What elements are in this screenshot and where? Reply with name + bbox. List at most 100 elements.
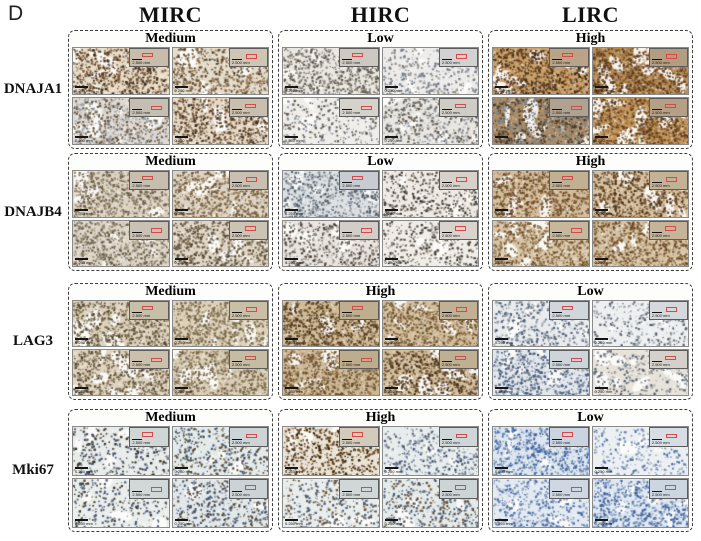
tile-scale-bar xyxy=(174,519,188,521)
tile-scale-label: 0.250 mm xyxy=(285,210,303,216)
inset-scale-label: 2.500 mm xyxy=(231,60,250,66)
tile-scale-bar xyxy=(285,258,298,260)
tile-scale-bar xyxy=(174,86,188,88)
overview-inset: 2.500 mm xyxy=(438,171,478,191)
inset-scale-bar xyxy=(552,182,563,184)
ihc-micrograph-tile: 2.500 mm 0.250 mm xyxy=(381,478,479,528)
ihc-micrograph-tile: 2.500 mm 0.250 mm xyxy=(381,219,479,267)
ihc-micrograph-tile: 2.500 mm 0.250 mm xyxy=(72,219,170,267)
roi-marker xyxy=(351,431,363,437)
panel-cell-mki67-mirc: Medium 2.500 mm 0.250 mm 2.500 mm 0.250 mm 2… xyxy=(68,409,273,532)
roi-marker xyxy=(455,177,467,182)
roi-marker xyxy=(245,54,257,59)
ihc-micrograph-tile: 2.500 mm 0.250 mm xyxy=(282,300,380,347)
inset-scale-label: 2.500 mm xyxy=(651,312,670,318)
overview-inset: 2.500 mm xyxy=(129,301,169,320)
tile-scale-bar xyxy=(75,338,88,340)
tile-scale-label: 0.250 mm xyxy=(594,469,613,474)
inset-scale-label: 2.500 mm xyxy=(132,60,151,66)
panel-cell-dnajb4-hirc: Low 2.500 mm 0.250 mm 2.500 mm 0.250 mm 2.50… xyxy=(278,153,483,271)
ihc-micrograph-tile: 2.500 mm 0.250 mm xyxy=(591,478,689,528)
tile-scale-bar xyxy=(75,86,88,88)
expression-level-label: High xyxy=(575,31,606,46)
ihc-image-grid: 2.500 mm 0.250 mm 2.500 mm 0.250 mm 2.500 mm… xyxy=(492,170,689,267)
tile-scale-bar xyxy=(75,387,88,389)
inset-scale-label: 2.500 mm xyxy=(342,361,361,367)
panel-label: D xyxy=(8,2,24,25)
tile-scale-label: 0.250 mm xyxy=(594,88,613,93)
ihc-micrograph-tile: 2.500 mm 0.250 mm xyxy=(591,300,689,347)
panel-cell-dnajb4-lirc: High 2.500 mm 0.250 mm 2.500 mm 0.250 mm 2.5… xyxy=(488,153,693,271)
inset-scale-label: 2.500 mm xyxy=(342,232,361,238)
roi-marker xyxy=(455,355,467,360)
tile-scale-label: 0.250 mm xyxy=(75,469,93,474)
inset-scale-bar xyxy=(441,59,452,61)
inset-scale-label: 2.500 mm xyxy=(552,492,571,498)
ihc-micrograph-tile: 2.500 mm 0.250 mm xyxy=(492,170,590,218)
ihc-micrograph-tile: 2.500 mm 0.250 mm xyxy=(72,97,170,145)
tile-scale-label: 0.250 mm xyxy=(594,340,613,345)
tile-scale-label: 0.250 mm xyxy=(495,469,513,474)
overview-inset: 2.500 mm xyxy=(129,98,169,118)
overview-inset: 2.500 mm xyxy=(549,220,589,240)
row-label-dnaja1: DNAJA1 xyxy=(3,81,63,97)
expression-level-label: High xyxy=(365,284,396,299)
panel-cell-lag3-mirc: Medium 2.500 mm 0.250 mm 2.500 mm 0.250 mm 2… xyxy=(68,283,273,400)
inset-scale-bar xyxy=(342,182,353,184)
tile-scale-bar xyxy=(174,258,188,260)
roi-marker xyxy=(665,433,677,439)
overview-inset: 2.500 mm xyxy=(648,427,688,448)
tile-scale-bar xyxy=(495,258,508,260)
tile-scale-bar xyxy=(495,338,508,340)
inset-scale-label: 2.500 mm xyxy=(132,492,151,498)
tile-scale-label: 0.250 mm xyxy=(384,138,403,143)
roi-marker xyxy=(245,307,257,312)
inset-scale-bar xyxy=(231,231,242,233)
tile-scale-label: 0.250 mm xyxy=(285,340,303,345)
expression-level-label: Medium xyxy=(145,410,196,425)
overview-inset: 2.500 mm xyxy=(438,350,478,369)
column-header-lirc: LIRC xyxy=(561,2,619,27)
tile-scale-label: 0.250 mm xyxy=(285,389,303,394)
tile-scale-bar xyxy=(285,467,298,469)
tile-scale-bar xyxy=(174,387,188,389)
ihc-micrograph-tile: 2.500 mm 0.250 mm xyxy=(171,349,269,396)
inset-scale-label: 2.500 mm xyxy=(552,60,571,66)
ihc-micrograph-tile: 2.500 mm 0.250 mm xyxy=(591,349,689,396)
tile-scale-label: 0.250 mm xyxy=(594,389,613,394)
overview-inset: 2.500 mm xyxy=(228,427,268,448)
roi-marker xyxy=(361,228,373,233)
ihc-image-grid: 2.500 mm 0.250 mm 2.500 mm 0.250 mm 2.500 mm… xyxy=(282,47,479,145)
roi-marker xyxy=(245,355,257,360)
roi-marker xyxy=(665,226,677,231)
overview-inset: 2.500 mm xyxy=(438,48,478,68)
ihc-image-grid: 2.500 mm 0.250 mm 2.500 mm 0.250 mm 2.500 mm… xyxy=(492,426,689,528)
tile-scale-bar xyxy=(495,387,508,389)
roi-marker xyxy=(561,431,573,437)
overview-inset: 2.500 mm xyxy=(339,479,379,500)
inset-scale-bar xyxy=(651,491,662,493)
column-header-mirc: MIRC xyxy=(138,2,203,27)
inset-scale-bar xyxy=(651,59,662,61)
inset-scale-bar xyxy=(651,182,662,184)
overview-inset: 2.500 mm xyxy=(648,220,688,240)
inset-scale-label: 2.500 mm xyxy=(441,312,460,318)
tile-scale-bar xyxy=(495,519,508,521)
ihc-micrograph-tile: 2.500 mm 0.250 mm xyxy=(282,478,380,528)
tile-scale-bar xyxy=(174,136,188,138)
panel-cell-mki67-hirc: High 2.500 mm 0.250 mm 2.500 mm 0.250 mm 2.5… xyxy=(278,409,483,532)
inset-scale-bar xyxy=(132,360,143,362)
tile-scale-label: 0.250 mm xyxy=(285,469,303,474)
inset-scale-label: 2.500 mm xyxy=(651,183,670,189)
ihc-micrograph-tile: 2.500 mm 0.250 mm xyxy=(591,219,689,267)
inset-scale-bar xyxy=(342,311,353,313)
inset-scale-label: 2.500 mm xyxy=(651,232,670,238)
roi-marker xyxy=(245,433,257,439)
overview-inset: 2.500 mm xyxy=(438,479,478,500)
inset-scale-label: 2.500 mm xyxy=(231,110,250,116)
expression-level-label: High xyxy=(365,410,396,425)
inset-scale-label: 2.500 mm xyxy=(552,361,571,367)
tile-scale-bar xyxy=(384,387,398,389)
tile-scale-label: 0.250 mm xyxy=(594,260,613,265)
